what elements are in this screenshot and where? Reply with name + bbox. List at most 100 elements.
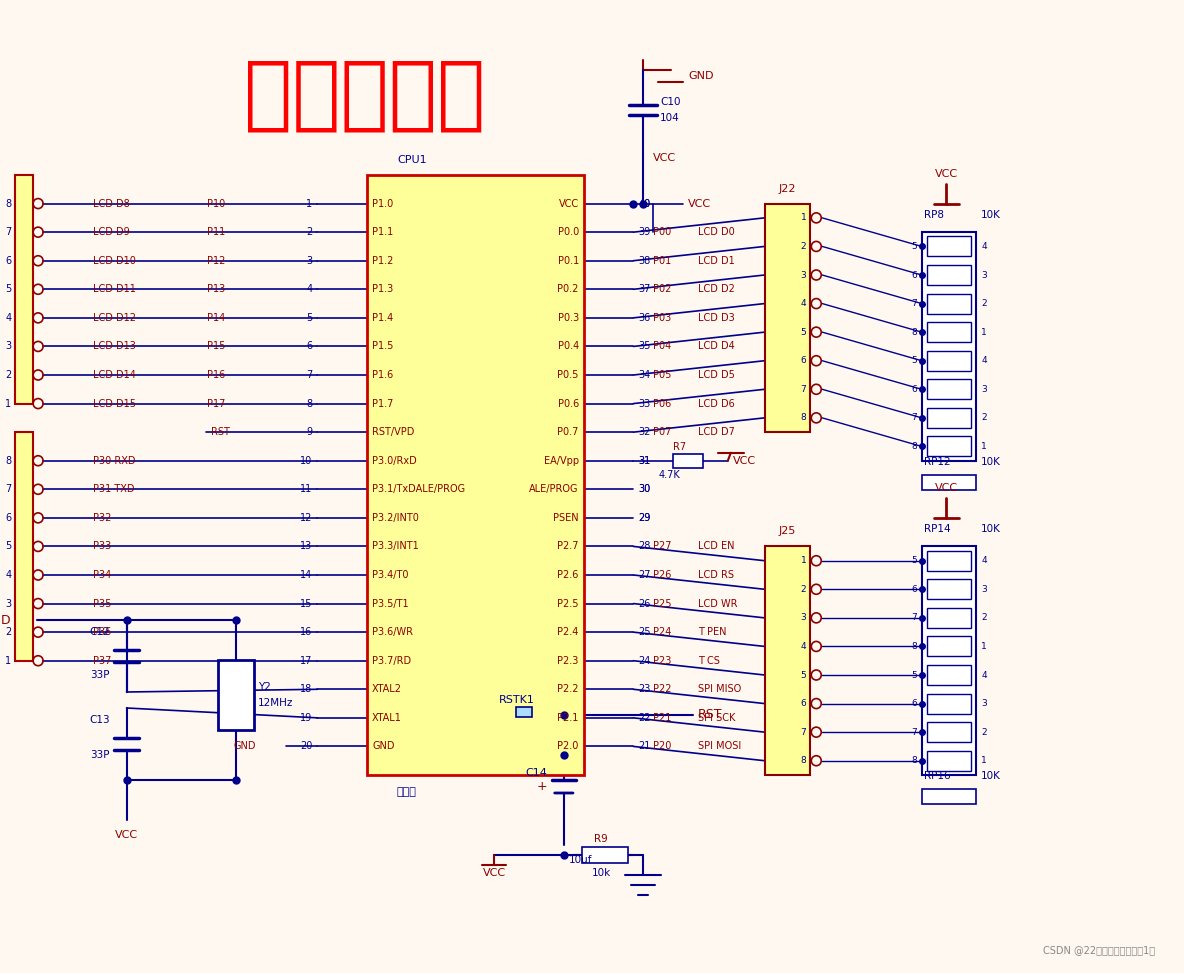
Bar (927, 350, 971, 371)
Text: P07: P07 (654, 427, 671, 437)
Text: LCD D0: LCD D0 (699, 227, 735, 237)
Text: P01: P01 (654, 256, 671, 266)
Text: 27: 27 (638, 570, 651, 580)
Text: SPI MOSI: SPI MOSI (699, 741, 741, 751)
Text: P05: P05 (654, 370, 671, 380)
Bar (15, 432, 33, 661)
Text: 29: 29 (638, 513, 651, 523)
Text: 1: 1 (982, 328, 987, 337)
Text: 1: 1 (982, 756, 987, 765)
Text: P11: P11 (207, 227, 225, 237)
Text: 4: 4 (982, 242, 987, 251)
Bar (927, 236, 971, 257)
Text: 10K: 10K (982, 210, 1002, 220)
Text: VCC: VCC (935, 483, 958, 493)
Text: 33: 33 (638, 399, 651, 409)
Text: LCD D7: LCD D7 (699, 427, 735, 437)
Text: 5: 5 (910, 670, 916, 679)
Text: 8: 8 (910, 756, 916, 765)
Text: P02: P02 (654, 284, 671, 294)
Text: P2.0: P2.0 (558, 741, 579, 751)
Text: 6: 6 (5, 256, 12, 266)
Bar (674, 453, 703, 468)
Text: 7: 7 (307, 370, 313, 380)
Bar (15, 175, 33, 404)
Text: LCD D15: LCD D15 (92, 399, 136, 409)
Text: P31 TXD: P31 TXD (92, 485, 134, 494)
Bar (927, 722, 971, 742)
Text: GND: GND (233, 741, 256, 751)
Text: P22: P22 (654, 684, 671, 695)
Text: 7: 7 (910, 728, 916, 737)
Text: 10K: 10K (982, 772, 1002, 781)
Text: 4: 4 (982, 356, 987, 365)
Text: 23: 23 (638, 684, 651, 695)
Text: R7: R7 (674, 442, 687, 451)
Text: 1: 1 (982, 642, 987, 651)
Text: 1: 1 (307, 198, 313, 208)
Text: LCD D8: LCD D8 (92, 198, 129, 208)
Text: P2.1: P2.1 (558, 713, 579, 723)
Text: 6: 6 (307, 342, 313, 351)
Text: VCC: VCC (559, 198, 579, 208)
Text: LCD D5: LCD D5 (699, 370, 735, 380)
Text: 5: 5 (5, 284, 12, 294)
Text: P0.6: P0.6 (558, 399, 579, 409)
Text: P1.4: P1.4 (372, 313, 393, 323)
Bar (927, 294, 971, 313)
Text: 3: 3 (5, 342, 12, 351)
Text: P1.5: P1.5 (372, 342, 393, 351)
Text: 7: 7 (5, 485, 12, 494)
Text: EA/Vpp: EA/Vpp (543, 455, 579, 466)
Text: P0.3: P0.3 (558, 313, 579, 323)
Bar (927, 665, 971, 685)
Bar (765, 547, 810, 775)
Text: 7: 7 (910, 414, 916, 422)
Text: P25: P25 (654, 598, 671, 608)
Text: 32: 32 (638, 427, 651, 437)
Text: C14: C14 (525, 768, 547, 778)
Text: LCD D10: LCD D10 (92, 256, 136, 266)
Text: P3.4/T0: P3.4/T0 (372, 570, 408, 580)
Text: RST: RST (211, 427, 230, 437)
Text: 6: 6 (5, 513, 12, 523)
Text: 3: 3 (982, 585, 987, 594)
Text: 21: 21 (638, 741, 651, 751)
Text: P33: P33 (92, 541, 111, 552)
Text: 33P: 33P (90, 670, 110, 680)
Text: P0.5: P0.5 (558, 370, 579, 380)
Text: P37: P37 (92, 656, 111, 666)
Text: P12: P12 (207, 256, 225, 266)
Text: 17: 17 (300, 656, 313, 666)
Text: 1: 1 (5, 656, 12, 666)
Text: P3.3/INT1: P3.3/INT1 (372, 541, 419, 552)
Text: 2: 2 (307, 227, 313, 237)
Text: 3: 3 (982, 270, 987, 279)
Text: XTAL2: XTAL2 (372, 684, 403, 695)
Text: GND: GND (688, 71, 714, 81)
Bar (921, 475, 977, 490)
Text: P1.7: P1.7 (372, 399, 393, 409)
Text: 104: 104 (661, 113, 680, 123)
Text: 6: 6 (910, 270, 916, 279)
Text: CPU1: CPU1 (397, 155, 426, 165)
Text: 35: 35 (638, 342, 651, 351)
Text: 8: 8 (910, 328, 916, 337)
Text: GND: GND (372, 741, 394, 751)
Text: LCD D9: LCD D9 (92, 227, 129, 237)
Text: 3: 3 (982, 699, 987, 708)
Text: 8: 8 (910, 442, 916, 450)
Text: 19: 19 (301, 713, 313, 723)
Text: 8: 8 (5, 455, 12, 466)
Text: 22: 22 (638, 713, 651, 723)
Bar (927, 608, 971, 628)
Text: 7: 7 (910, 613, 916, 623)
Text: T PEN: T PEN (699, 628, 727, 637)
Text: +: + (536, 780, 547, 794)
Text: 1: 1 (982, 442, 987, 450)
Text: P2.2: P2.2 (558, 684, 579, 695)
Text: RP8: RP8 (924, 210, 944, 220)
Text: P0.0: P0.0 (558, 227, 579, 237)
Text: RSTK1: RSTK1 (500, 695, 535, 705)
Text: 7: 7 (800, 728, 806, 737)
